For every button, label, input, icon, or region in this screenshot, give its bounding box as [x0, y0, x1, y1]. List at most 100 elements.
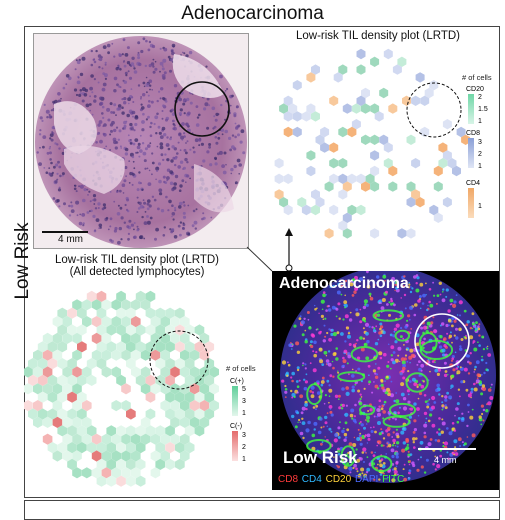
fluorescent-cell [369, 408, 373, 412]
fluorescent-cell [337, 436, 341, 439]
nucleus-dot [193, 150, 196, 154]
nucleus-dot [126, 198, 130, 202]
fluorescent-cell [407, 393, 410, 396]
density-hex [165, 408, 175, 420]
fluorescent-cell [304, 329, 307, 332]
gland-outline [405, 372, 429, 393]
fluorescent-cell [457, 417, 461, 420]
density-hex [42, 332, 53, 344]
fluorescent-cell [371, 391, 374, 394]
fluorescent-cell [461, 417, 465, 421]
density-hex [274, 189, 284, 200]
nucleus-dot [160, 87, 164, 91]
fluorescent-cell [321, 376, 325, 380]
density-hex [170, 383, 180, 395]
fluorescent-cell [365, 452, 367, 454]
fluorescent-cell [358, 456, 361, 460]
density-hex [77, 307, 87, 319]
fluorescent-cell [296, 366, 300, 370]
density-hex [101, 316, 112, 328]
fluorescent-cell [377, 463, 379, 466]
fluorescent-cell [348, 343, 352, 346]
nucleus-dot [148, 169, 151, 172]
gland-outline [359, 404, 376, 416]
density-hex [397, 228, 407, 239]
fluorescent-cell [290, 376, 293, 379]
nucleus-dot [206, 97, 210, 101]
density-hex [175, 358, 185, 370]
nucleus-dot [153, 122, 156, 126]
nucleus-dot [158, 179, 162, 184]
nucleus-dot [183, 52, 186, 55]
density-hex [165, 458, 175, 470]
fluorescent-cell [349, 413, 354, 418]
fluorescent-cell [471, 408, 474, 411]
nucleus-dot [169, 170, 174, 175]
nucleus-dot [209, 163, 213, 167]
fluorescent-cell [301, 417, 304, 420]
nucleus-dot [128, 102, 130, 105]
density-hex [365, 173, 375, 184]
density-hex [121, 332, 131, 344]
nucleus-dot [189, 177, 192, 180]
density-hex [447, 158, 457, 169]
fluorescent-cell [459, 314, 461, 317]
nucleus-dot [234, 135, 237, 139]
fluorescent-cell [437, 439, 441, 443]
nucleus-dot [182, 166, 186, 170]
fluorescent-cell [349, 471, 352, 474]
density-hex [338, 189, 348, 200]
fluorescent-cell [319, 359, 324, 364]
nucleus-dot [68, 76, 72, 81]
fluorescent-cell [348, 318, 353, 322]
fluorescent-cell [406, 443, 409, 446]
nucleus-dot [137, 207, 141, 210]
density-hex [37, 408, 48, 420]
fluorescent-cell [386, 375, 389, 379]
fluorescent-cell [372, 369, 376, 373]
fluorescent-cell [368, 292, 372, 296]
density-hex [461, 134, 471, 145]
nucleus-dot [163, 133, 167, 137]
density-hex [72, 349, 82, 361]
fluorescent-cell [394, 473, 397, 477]
fluorescent-cell [453, 334, 456, 337]
fluorescent-cell [392, 431, 395, 434]
nucleus-dot [79, 72, 84, 77]
nucleus-dot [146, 91, 148, 94]
fluorescent-cell [284, 396, 287, 398]
density-hex [52, 349, 63, 361]
he-stain-image [33, 33, 249, 249]
nucleus-dot [117, 240, 121, 245]
density-hex [283, 204, 293, 216]
density-hex [429, 204, 439, 216]
fluorescent-cell [395, 460, 399, 464]
fluorescent-cell [405, 348, 408, 351]
density-hex [96, 307, 107, 319]
fluorescent-cell [481, 386, 487, 392]
nucleus-dot [105, 216, 109, 220]
density-hex [82, 400, 92, 412]
fluorescent-cell [321, 441, 324, 443]
nucleus-dot [38, 133, 42, 136]
nucleus-dot [224, 118, 227, 121]
density-hex [180, 332, 190, 344]
fluorescent-cell [359, 336, 363, 340]
nucleus-dot [155, 132, 158, 135]
fluorescent-cell [445, 288, 449, 292]
fluorescent-cell [312, 350, 315, 353]
nucleus-dot [162, 104, 165, 108]
density-hex [175, 341, 185, 353]
nucleus-dot [228, 136, 232, 140]
fluorescent-cell [412, 437, 416, 441]
nucleus-dot [159, 192, 163, 196]
fluorescent-cell [336, 290, 341, 295]
density-hex [155, 341, 166, 353]
nucleus-dot [118, 189, 122, 193]
nucleus-dot [146, 220, 151, 225]
fluorescent-cell [486, 347, 489, 350]
nucleus-dot [147, 182, 152, 187]
nucleus-dot [223, 151, 227, 155]
fluorescent-cell [334, 432, 339, 438]
density-hex [121, 383, 131, 395]
